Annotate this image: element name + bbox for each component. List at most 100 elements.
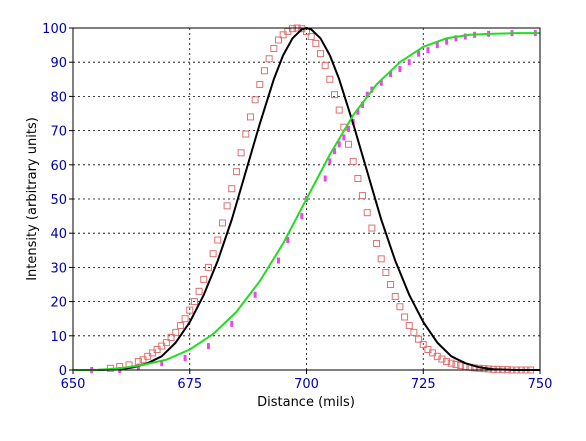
data-point [363,209,371,217]
data-point [326,75,334,83]
series-line [73,32,540,371]
data-point [398,66,402,73]
data-point [463,33,467,40]
data-point [410,328,418,336]
y-tick-label: 10 [50,330,67,345]
data-point [209,250,217,258]
data-point [342,134,346,141]
x-tick-label: 725 [411,377,436,392]
data-point [359,192,367,200]
data-point [447,359,455,367]
y-tick-label: 100 [42,22,67,37]
data-point [323,175,327,182]
data-point [286,237,290,244]
x-tick-label: 750 [528,377,553,392]
data-point [368,224,376,232]
data-point [206,343,210,350]
data-point [377,255,385,263]
x-tick-label: 700 [294,377,319,392]
data-point [300,213,304,220]
data-point [331,91,339,99]
y-tick-label: 0 [59,364,67,379]
data-point [256,80,264,88]
data-point [401,313,409,321]
plot-border [72,27,541,371]
data-point [317,50,325,58]
data-point [312,39,320,47]
data-point [337,141,341,148]
data-point [354,174,362,182]
data-point [274,36,282,44]
y-tick-label: 90 [50,56,67,71]
data-point [382,269,390,277]
axis-ticks [69,27,541,374]
data-point [228,185,236,193]
data-point [242,130,250,138]
data-point [172,328,180,336]
data-point [417,50,421,57]
y-tick-label: 80 [50,90,67,105]
x-tick-labels: 650 675 700 725 750 [61,377,553,392]
data-point [396,303,404,311]
data-point [333,148,337,155]
data-point [260,67,268,75]
data-point [379,79,383,86]
data-point [183,355,187,362]
data-point [265,55,273,63]
data-point [214,236,222,244]
data-point [454,35,458,42]
y-tick-label: 40 [50,227,67,242]
data-point [365,91,369,98]
data-point [438,355,446,363]
data-point [200,275,208,283]
data-point [251,96,259,104]
data-point [307,33,315,41]
data-point [321,62,329,70]
data-point [335,106,343,114]
data-point [419,340,427,348]
data-point [218,219,226,227]
data-point [160,360,164,367]
data-point [195,287,203,295]
x-axis-title: Distance (mils) [257,395,355,410]
data-point [186,306,194,314]
data-point [223,202,231,210]
y-tick-label: 30 [50,261,67,276]
y-tick-label: 60 [50,159,67,174]
data-point [253,291,257,298]
data-point [246,113,254,121]
x-tick-label: 650 [61,377,86,392]
data-point [389,71,393,78]
data-point [270,45,278,53]
y-tick-label: 70 [50,125,67,140]
data-point [391,292,399,300]
data-point [405,322,413,330]
data-point [349,157,357,165]
data-point [457,362,465,370]
data-point [445,38,449,45]
data-point [373,239,381,247]
data-point [345,140,353,148]
data-point [176,322,184,330]
data-point [276,257,280,264]
data-point [288,25,296,33]
data-point [435,42,439,49]
series-3-group [73,32,540,371]
data-point [162,339,170,347]
data-point [232,168,240,176]
data-point [387,281,395,288]
y-tick-label: 20 [50,296,67,311]
data-point [356,108,360,115]
data-point [204,263,212,271]
data-point [230,320,234,327]
data-point [407,59,411,66]
x-tick-label: 675 [177,377,202,392]
data-point [452,361,460,369]
y-tick-labels: 0 10 20 30 40 50 60 70 80 90 100 [42,22,67,379]
y-tick-label: 50 [50,193,67,208]
data-point [426,47,430,54]
data-point [443,357,451,365]
data-point [328,158,332,165]
data-point [415,335,423,343]
